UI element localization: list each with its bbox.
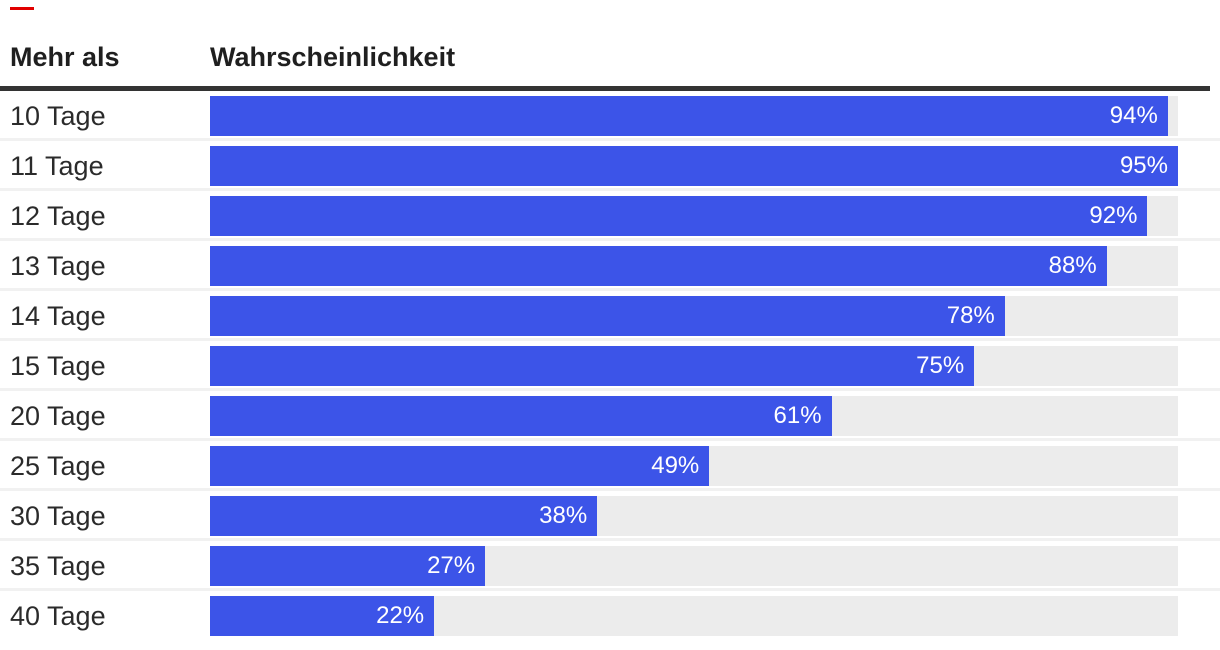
table-row: 35 Tage 27% (0, 541, 1220, 591)
bar-value-label: 94% (1109, 102, 1158, 129)
bar: 61% (210, 396, 832, 436)
table-row: 10 Tage 94% (0, 91, 1220, 141)
bar-value-label: 38% (539, 502, 588, 529)
bar-track: 27% (210, 546, 1178, 586)
bar: 78% (210, 296, 1005, 336)
table-header: Mehr als Wahrscheinlichkeit (0, 0, 1220, 86)
row-category-label: 40 Tage (10, 601, 106, 631)
bar: 92% (210, 196, 1148, 236)
bar-track: 22% (210, 596, 1178, 636)
table-row: 25 Tage 49% (0, 441, 1220, 491)
chart-rows: 10 Tage 94% 11 Tage 95% 12 Tage 92% 13 T… (0, 91, 1220, 641)
table-row: 11 Tage 95% (0, 141, 1220, 191)
table-row: 12 Tage 92% (0, 191, 1220, 241)
bar-track: 38% (210, 496, 1178, 536)
red-accent-mark (10, 7, 34, 10)
bar: 27% (210, 546, 486, 586)
bar-value-label: 22% (376, 602, 425, 629)
bar-track: 95% (210, 146, 1178, 186)
table-row: 15 Tage 75% (0, 341, 1220, 391)
table-row: 30 Tage 38% (0, 491, 1220, 541)
bar-value-label: 78% (946, 302, 995, 329)
bar-track: 78% (210, 296, 1178, 336)
table-row: 40 Tage 22% (0, 591, 1220, 641)
bar-track: 61% (210, 396, 1178, 436)
bar-value-label: 92% (1089, 202, 1138, 229)
bar-track: 88% (210, 246, 1178, 286)
header-divider (0, 86, 1210, 91)
bar: 22% (210, 596, 435, 636)
row-category-label: 15 Tage (10, 351, 106, 381)
bar: 88% (210, 246, 1107, 286)
row-category-label: 25 Tage (10, 451, 106, 481)
row-category-label: 13 Tage (10, 251, 106, 281)
column-header-wahrscheinlichkeit: Wahrscheinlichkeit (210, 42, 456, 72)
bar-track: 49% (210, 446, 1178, 486)
table-row: 14 Tage 78% (0, 291, 1220, 341)
table-row: 13 Tage 88% (0, 241, 1220, 291)
row-category-label: 11 Tage (10, 151, 104, 181)
bar: 75% (210, 346, 975, 386)
row-category-label: 10 Tage (10, 101, 106, 131)
bar-value-label: 27% (427, 552, 476, 579)
bar-value-label: 49% (651, 452, 700, 479)
bar-track: 75% (210, 346, 1178, 386)
bar-value-label: 95% (1119, 152, 1168, 179)
row-category-label: 14 Tage (10, 301, 106, 331)
row-category-label: 30 Tage (10, 501, 106, 531)
bar: 49% (210, 446, 710, 486)
bar: 94% (210, 96, 1168, 136)
bar-track: 94% (210, 96, 1178, 136)
row-category-label: 20 Tage (10, 401, 106, 431)
table-row: 20 Tage 61% (0, 391, 1220, 441)
column-header-mehr-als: Mehr als (10, 42, 120, 72)
bar-value-label: 75% (916, 352, 965, 379)
row-category-label: 35 Tage (10, 551, 106, 581)
bar-value-label: 61% (773, 402, 822, 429)
row-category-label: 12 Tage (10, 201, 106, 231)
bar-value-label: 88% (1048, 252, 1097, 279)
bar: 95% (210, 146, 1178, 186)
bar: 38% (210, 496, 598, 536)
bar-track: 92% (210, 196, 1178, 236)
